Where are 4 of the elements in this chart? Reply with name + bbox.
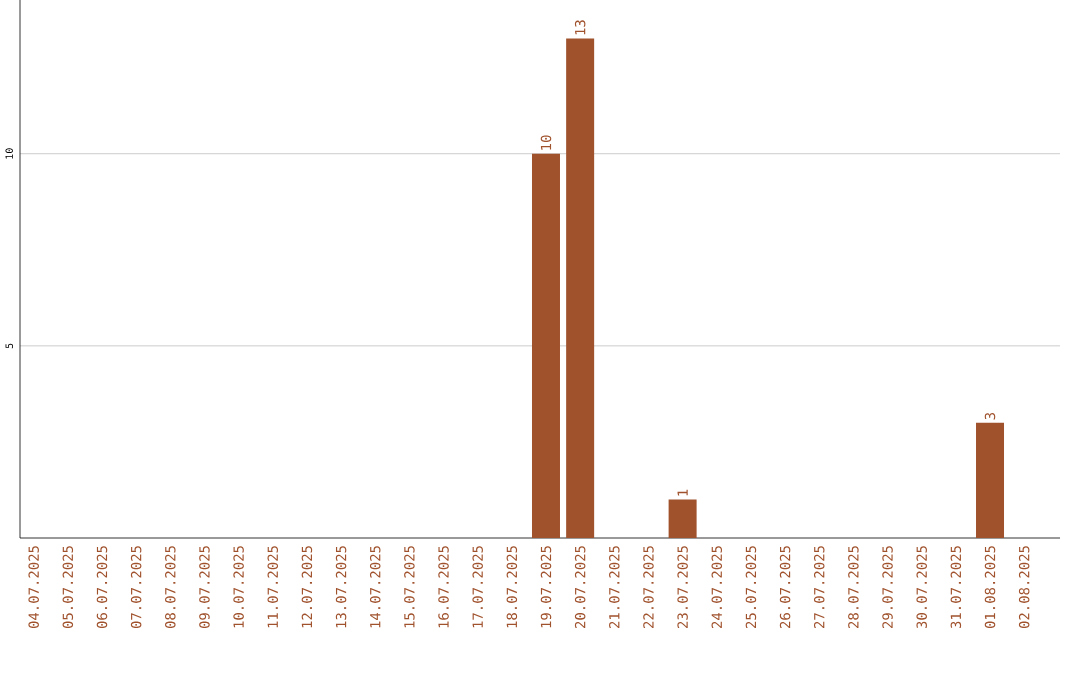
bar — [566, 38, 595, 538]
bar — [531, 153, 560, 538]
bar — [976, 422, 1005, 538]
bar — [668, 499, 697, 538]
